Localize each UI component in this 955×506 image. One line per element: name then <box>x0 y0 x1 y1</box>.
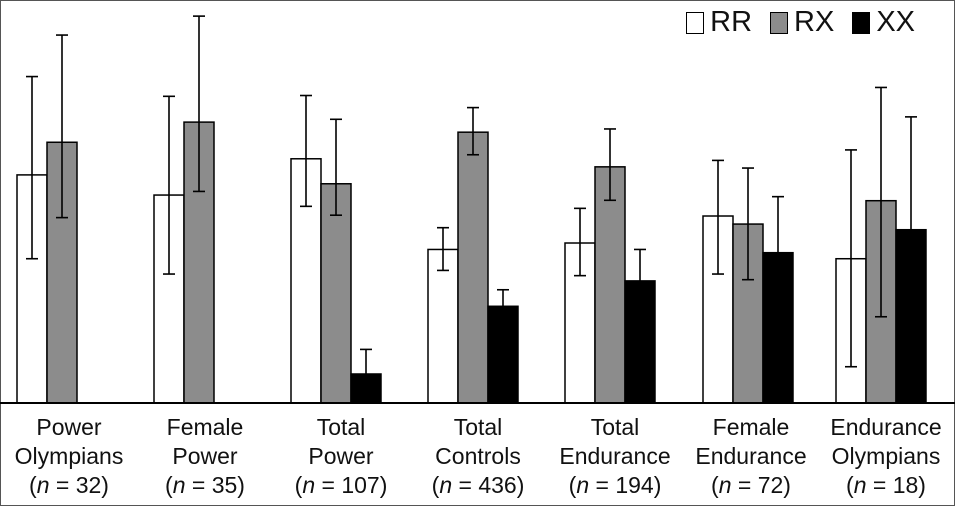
error-bars-layer <box>26 15 917 374</box>
legend-label-xx: XX <box>876 6 915 38</box>
category-label-n: (n = 436) <box>431 472 525 498</box>
legend: RR RX XX <box>668 6 915 39</box>
category-label-line1: Power <box>36 414 102 440</box>
error-bar-rr-5 <box>712 159 724 275</box>
error-bar-xx-2 <box>360 348 372 374</box>
category-label: Female Endurance (n = 72) <box>683 413 819 500</box>
category-label-line2: Endurance <box>559 443 671 469</box>
category-label-line2: Endurance <box>695 443 807 469</box>
bar-rx-4 <box>594 166 626 404</box>
category-label-n: (n = 18) <box>846 472 926 498</box>
category-label-n: (n = 194) <box>568 472 662 498</box>
category-label-n: (n = 107) <box>294 472 388 498</box>
error-bar-xx-4 <box>634 248 646 281</box>
error-bar-rx-1 <box>193 15 205 193</box>
legend-label-rr: RR <box>710 6 753 38</box>
error-bar-rx-5 <box>742 167 754 281</box>
error-bar-rx-3 <box>467 106 479 156</box>
bar-xx-6 <box>895 228 927 404</box>
error-bar-xx-5 <box>772 195 784 253</box>
bar-rr-3 <box>427 248 459 404</box>
error-bar-rr-1 <box>163 95 175 275</box>
category-label: Total Endurance (n = 194) <box>547 413 683 500</box>
category-label-line2: Power <box>172 443 238 469</box>
error-bar-xx-3 <box>497 288 509 307</box>
legend-item-rr: RR <box>686 6 752 39</box>
legend-item-xx: XX <box>852 6 915 39</box>
category-label-line1: Total <box>453 414 503 440</box>
category-label-line1: Female <box>712 414 790 440</box>
category-label: Female Power (n = 35) <box>137 413 273 500</box>
bar-rx-3 <box>457 131 489 404</box>
legend-swatch-rx <box>770 11 789 34</box>
legend-swatch-xx <box>852 11 871 34</box>
error-bar-xx-6 <box>905 116 917 230</box>
category-label: Total Controls (n = 436) <box>410 413 546 500</box>
error-bar-rr-4 <box>574 207 586 277</box>
bar-xx-2 <box>350 373 382 404</box>
category-label: Total Power (n = 107) <box>273 413 409 500</box>
error-bar-rx-4 <box>604 128 616 202</box>
legend-label-rx: RX <box>794 6 835 38</box>
category-label-line2: Olympians <box>831 443 941 469</box>
category-label-line2: Controls <box>435 443 521 469</box>
legend-item-rx: RX <box>770 6 834 39</box>
error-bar-rr-2 <box>300 94 312 208</box>
category-label-line1: Endurance <box>830 414 942 440</box>
category-label: Endurance Olympians (n = 18) <box>818 413 954 500</box>
bar-xx-5 <box>762 251 794 404</box>
error-bar-rr-0 <box>26 75 38 260</box>
error-bar-rx-0 <box>56 34 68 219</box>
error-bar-rr-3 <box>437 226 449 272</box>
category-label-n: (n = 35) <box>165 472 245 498</box>
category-label-line1: Total <box>590 414 640 440</box>
error-bar-rx-2 <box>330 118 342 217</box>
error-bar-rr-6 <box>845 149 857 368</box>
category-label-line2: Olympians <box>14 443 124 469</box>
error-bar-rx-6 <box>875 86 887 318</box>
bar-xx-4 <box>624 280 656 404</box>
category-label-n: (n = 32) <box>29 472 109 498</box>
category-label-line1: Female <box>166 414 244 440</box>
legend-swatch-rr <box>686 11 705 34</box>
category-label-line1: Total <box>316 414 366 440</box>
bar-xx-3 <box>487 305 519 404</box>
bar-rx-2 <box>320 183 352 404</box>
category-label-n: (n = 72) <box>711 472 791 498</box>
category-label-line2: Power <box>308 443 374 469</box>
category-label: Power Olympians (n = 32) <box>1 413 137 500</box>
